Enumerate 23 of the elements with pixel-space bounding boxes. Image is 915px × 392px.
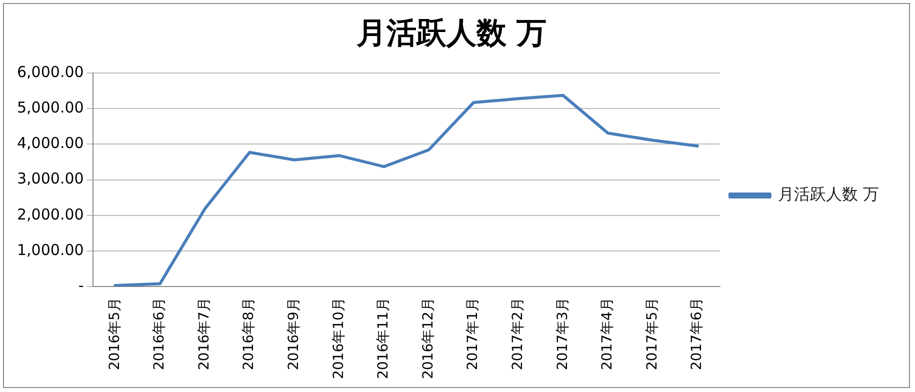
legend-label: 月活跃人数 万 <box>778 184 880 204</box>
x-tick-label: 2016年11月 <box>376 298 392 380</box>
x-tick-label: 2017年1月 <box>465 298 482 370</box>
y-tick-label: - <box>78 276 84 294</box>
y-tick-label: 4,000.00 <box>17 134 84 152</box>
chart-title: 月活跃人数 万 <box>355 16 547 51</box>
y-tick-label: 6,000.00 <box>17 62 84 81</box>
x-tick-label: 2016年10月 <box>330 298 347 380</box>
x-tick-label: 2016年7月 <box>196 298 212 370</box>
x-tick-label: 2017年5月 <box>644 298 660 370</box>
x-tick-label: 2016年8月 <box>241 298 258 370</box>
y-tick-label: 2,000.00 <box>17 205 84 224</box>
x-tick-label: 2017年3月 <box>554 298 571 370</box>
x-tick-label: 2017年6月 <box>689 298 706 370</box>
x-tick-label: 2016年6月 <box>152 298 168 370</box>
x-tick-label: 2016年5月 <box>106 298 123 370</box>
x-tick-label: 2017年2月 <box>510 298 526 370</box>
y-tick-label: 1,000.00 <box>17 240 84 259</box>
x-tick-label: 2016年9月 <box>286 298 302 370</box>
x-tick-label: 2017年4月 <box>600 298 616 370</box>
y-tick-label: 3,000.00 <box>17 170 84 188</box>
x-tick-label: 2016年12月 <box>420 298 436 380</box>
y-tick-label: 5,000.00 <box>17 98 84 116</box>
